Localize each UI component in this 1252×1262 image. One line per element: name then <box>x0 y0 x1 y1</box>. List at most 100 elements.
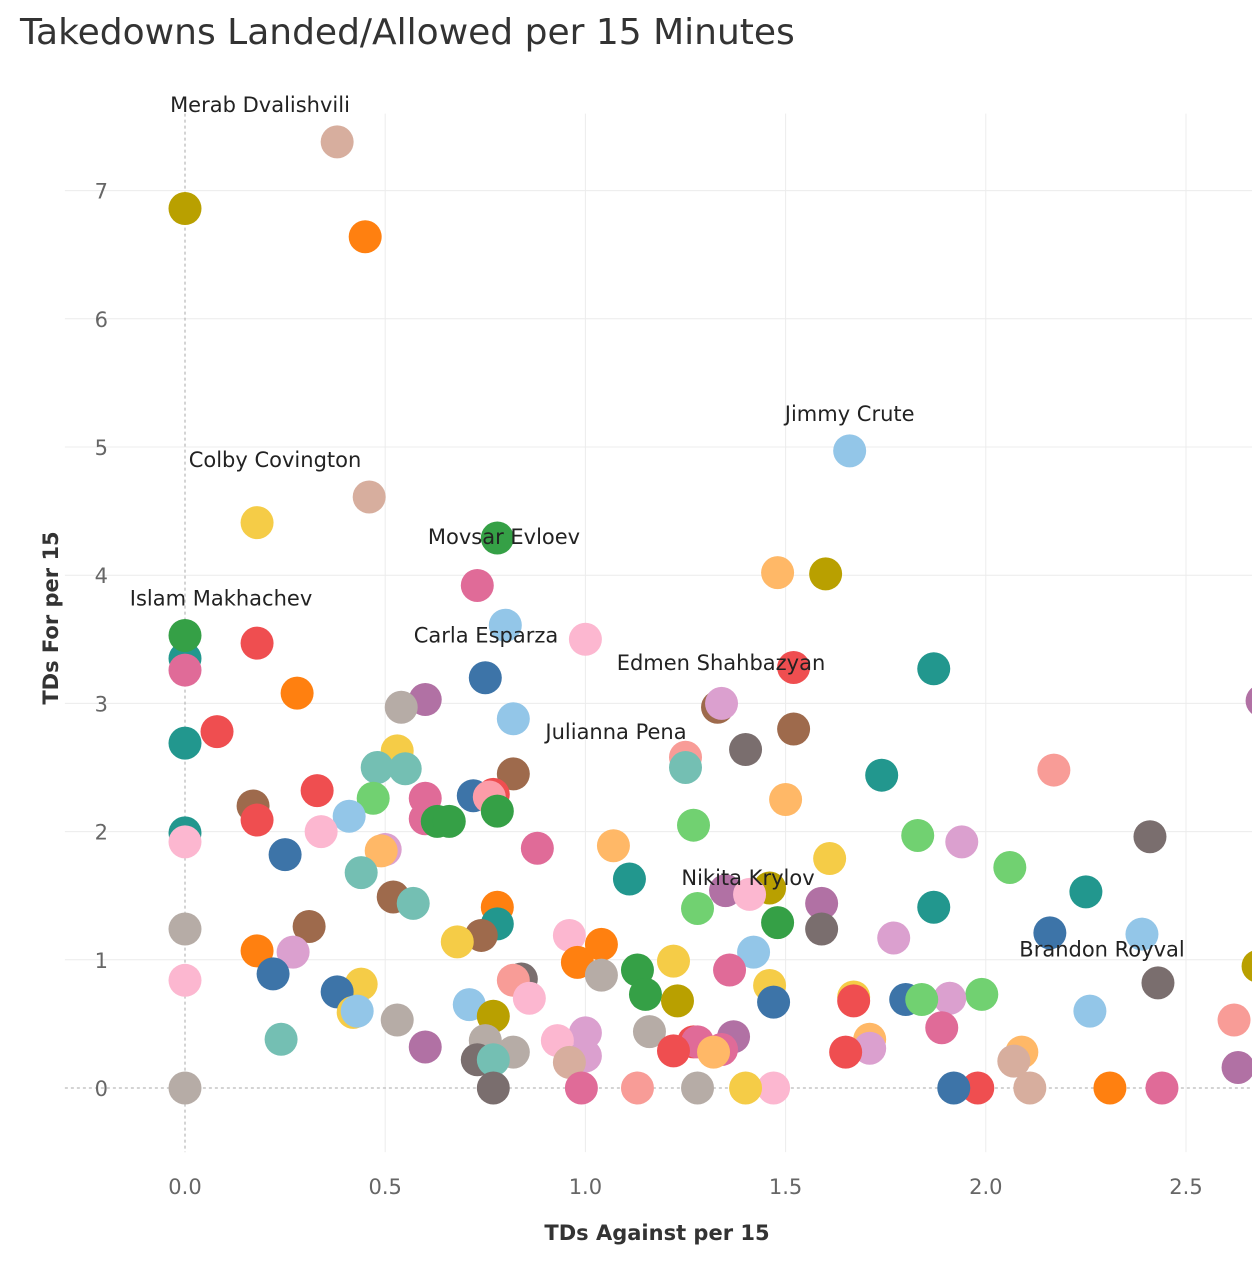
data-point <box>364 834 398 868</box>
data-point <box>168 618 202 652</box>
data-point <box>777 651 811 685</box>
data-point <box>200 715 234 749</box>
data-point <box>905 983 939 1017</box>
data-point <box>340 994 374 1028</box>
data-point <box>344 856 378 890</box>
point-label: Islam Makhachev <box>130 586 313 610</box>
data-point <box>705 686 739 720</box>
data-point <box>925 1011 959 1045</box>
data-point <box>761 906 795 940</box>
data-point <box>240 934 274 968</box>
data-point <box>813 842 847 876</box>
data-point <box>961 1071 995 1105</box>
data-point <box>480 794 514 828</box>
y-tick-label: 7 <box>95 180 108 204</box>
data-point <box>901 818 935 852</box>
data-point <box>757 985 791 1019</box>
data-point <box>552 1045 586 1079</box>
data-point <box>352 480 386 514</box>
x-axis-ticks: 0.00.51.01.52.02.53.03.54.04.55.0 <box>168 1175 1202 1199</box>
data-point <box>620 1071 654 1105</box>
data-point <box>1013 1071 1047 1105</box>
y-tick-label: 4 <box>95 564 108 588</box>
data-point <box>380 1003 414 1037</box>
data-point <box>168 192 202 226</box>
data-point <box>460 568 494 602</box>
data-point <box>496 757 530 791</box>
data-point <box>168 825 202 859</box>
data-point <box>468 661 502 695</box>
data-point <box>628 977 662 1011</box>
data-point <box>1145 1071 1179 1105</box>
x-tick-label: 0.5 <box>368 1175 401 1199</box>
data-point <box>360 751 394 784</box>
data-point <box>168 963 202 997</box>
data-point <box>1069 875 1103 909</box>
data-point <box>681 1071 715 1105</box>
data-point <box>240 626 274 660</box>
data-point <box>681 892 715 926</box>
x-tick-label: 1.5 <box>769 1175 802 1199</box>
data-point <box>777 712 811 746</box>
data-point <box>993 850 1027 884</box>
data-point <box>476 1043 510 1077</box>
point-labels: Merab Dvalishvili Jimmy Crute Colby Coving… <box>130 93 1185 962</box>
x-axis-title: TDs Against per 15 <box>544 1221 769 1245</box>
data-point <box>168 1071 202 1105</box>
point-label: Nikita Krylov <box>681 866 814 890</box>
data-point <box>408 1030 442 1064</box>
data-point <box>584 927 618 961</box>
data-point <box>568 622 602 656</box>
y-tick-label: 3 <box>95 692 108 716</box>
data-point <box>276 935 310 969</box>
data-point <box>837 984 871 1018</box>
data-point <box>737 935 771 969</box>
data-point <box>656 944 690 978</box>
data-point <box>332 799 366 833</box>
data-point <box>729 1071 763 1105</box>
data-point <box>596 829 630 863</box>
data-point <box>292 909 326 943</box>
data-point <box>829 1035 863 1069</box>
data-point <box>917 652 951 686</box>
data-point <box>761 556 795 590</box>
data-point <box>256 957 290 991</box>
data-point <box>632 1015 666 1049</box>
data-point <box>805 912 839 946</box>
y-tick-label: 5 <box>95 436 108 460</box>
data-point <box>669 751 702 784</box>
data-point <box>268 838 302 872</box>
y-tick-label: 2 <box>95 821 108 845</box>
data-point <box>432 804 466 838</box>
data-point <box>1241 950 1252 982</box>
data-point <box>733 877 767 911</box>
data-point <box>1133 820 1167 854</box>
data-point <box>512 981 546 1015</box>
data-point <box>713 953 747 987</box>
data-point <box>697 1035 731 1069</box>
data-point <box>476 1071 510 1105</box>
data-point <box>388 752 422 786</box>
y-tick-label: 6 <box>95 308 108 332</box>
data-point <box>240 803 274 837</box>
data-point <box>356 781 390 815</box>
data-point <box>564 1071 598 1105</box>
x-tick-label: 2.5 <box>1169 1175 1202 1199</box>
data-point <box>584 958 618 992</box>
data-point <box>1141 966 1175 1000</box>
data-point <box>805 886 839 920</box>
data-point <box>488 608 522 642</box>
data-point <box>168 912 202 946</box>
data-point <box>656 1034 690 1068</box>
x-tick-label: 0.0 <box>168 1175 201 1199</box>
y-axis-ticks: 0 1 2 3 4 5 6 7 <box>95 180 108 1101</box>
data-point <box>1221 1050 1252 1084</box>
data-point <box>496 702 530 736</box>
data-point <box>1073 994 1107 1028</box>
data-point <box>1033 916 1067 950</box>
data-point <box>320 125 354 159</box>
data-point <box>933 981 967 1015</box>
data-point <box>280 676 314 710</box>
data-point <box>1125 917 1159 951</box>
